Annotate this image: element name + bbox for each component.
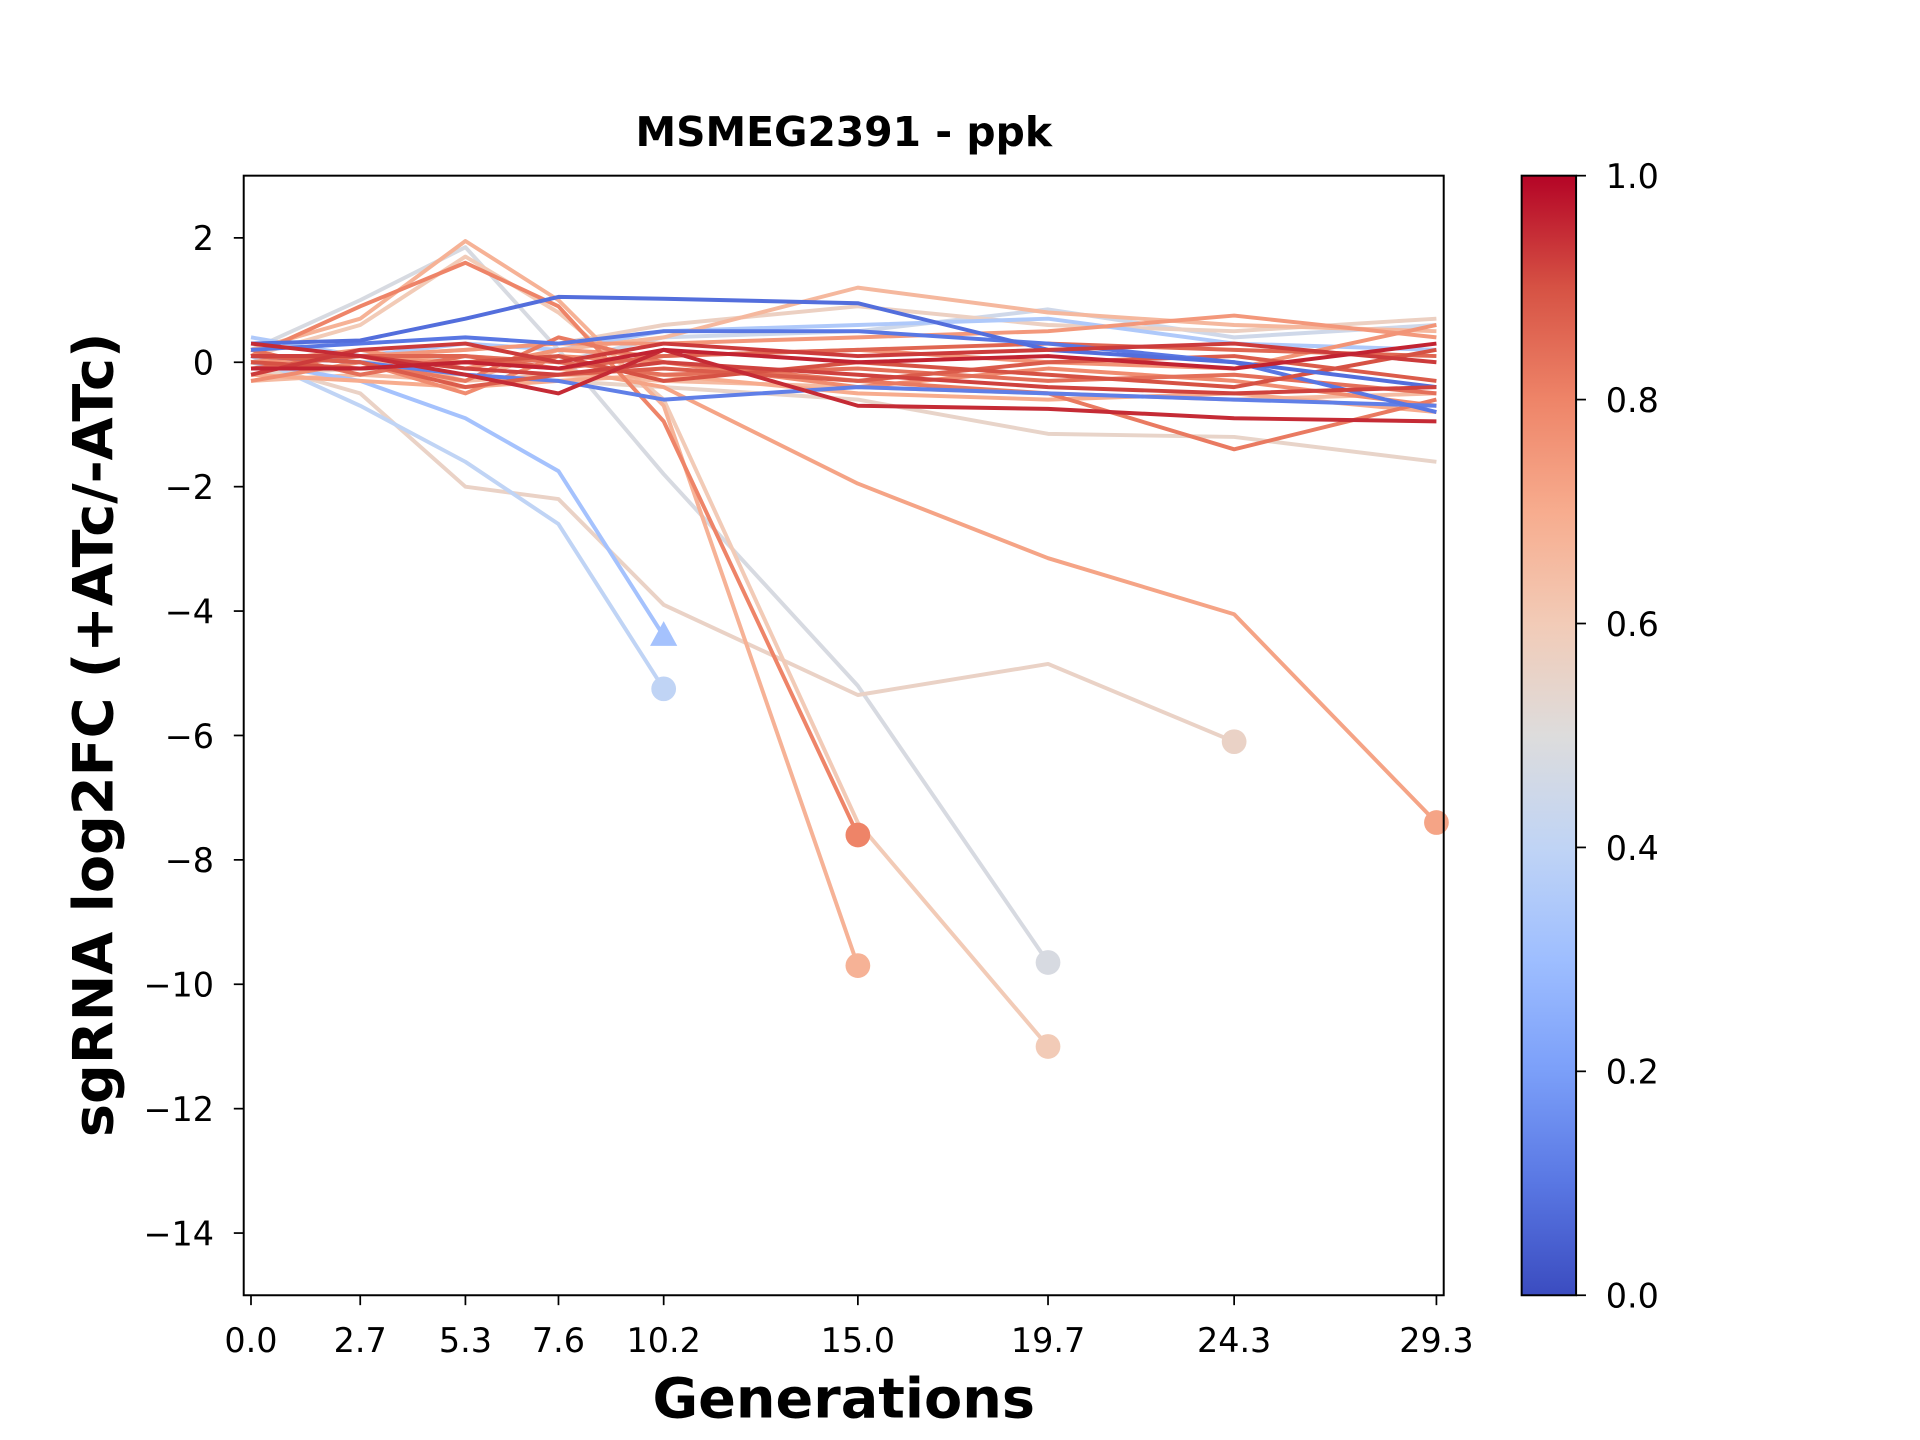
end-circle-marker <box>1035 1034 1061 1059</box>
series-line <box>250 260 860 836</box>
x-tick-label: 19.7 <box>1011 1321 1085 1360</box>
x-axis-title: Generations <box>652 1367 1034 1432</box>
series-line <box>251 341 1437 371</box>
y-tick-label: 0 <box>193 344 214 383</box>
y-tick-label: −12 <box>144 1090 214 1129</box>
y-axis: 2 0 −2 −4 −6 −8 −10 −12 −14 <box>144 219 244 1253</box>
colorbar-tick-label: 0.4 <box>1606 829 1659 868</box>
y-tick-label: −14 <box>144 1214 214 1253</box>
x-tick-label: 0.0 <box>224 1321 277 1360</box>
x-tick-label: 10.2 <box>626 1321 700 1360</box>
end-circle-marker <box>845 953 871 978</box>
end-circle-marker <box>1221 729 1247 755</box>
x-axis: 0.0 2.7 5.3 7.6 10.2 15.0 19.7 24.3 29.3 <box>224 1295 1474 1360</box>
x-tick-label: 5.3 <box>439 1321 492 1360</box>
series-line <box>250 239 860 967</box>
end-triangle-marker <box>650 621 678 646</box>
colorbar <box>1520 174 1578 1297</box>
colorbar-tick-label: 0.6 <box>1606 605 1659 644</box>
y-tick-label: −2 <box>165 468 214 507</box>
colorbar-tick-label: 0.8 <box>1606 381 1659 420</box>
y-tick-label: −8 <box>165 841 214 880</box>
chart-title: MSMEG2391 - ppk <box>635 108 1052 156</box>
end-circle-marker <box>651 676 677 702</box>
series-layer <box>250 239 1438 1048</box>
y-tick-label: −4 <box>165 592 214 631</box>
series-line <box>251 354 1437 396</box>
x-tick-label: 29.3 <box>1399 1321 1473 1360</box>
end-circle-marker <box>1035 950 1061 975</box>
x-tick-label: 7.6 <box>532 1321 585 1360</box>
x-tick-label: 15.0 <box>821 1321 895 1360</box>
marker-layer <box>650 621 1449 1059</box>
series-line <box>250 354 1438 824</box>
series-line <box>250 360 1235 744</box>
y-axis-title: sgRNA log2FC (+ATc/-ATc) <box>62 333 127 1138</box>
series-line <box>250 360 666 638</box>
series-line <box>250 341 1437 377</box>
y-tick-label: 2 <box>193 219 214 258</box>
colorbar-tick-label: 0.2 <box>1606 1053 1659 1092</box>
colorbar-axis: 0.0 0.2 0.4 0.6 0.8 1.0 <box>1576 157 1659 1316</box>
y-tick-label: −10 <box>144 966 214 1005</box>
series-line <box>250 341 1437 371</box>
series-line <box>250 254 1050 1048</box>
colorbar-tick-label: 0.0 <box>1606 1277 1659 1316</box>
x-tick-label: 24.3 <box>1197 1321 1271 1360</box>
y-tick-label: −6 <box>165 717 214 756</box>
end-circle-marker <box>845 822 871 848</box>
end-circle-marker <box>1424 810 1449 835</box>
colorbar-tick-label: 1.0 <box>1606 157 1659 196</box>
x-tick-label: 2.7 <box>334 1321 387 1360</box>
series-line <box>250 329 1437 415</box>
series-line <box>250 294 1437 390</box>
series-line <box>250 354 666 690</box>
